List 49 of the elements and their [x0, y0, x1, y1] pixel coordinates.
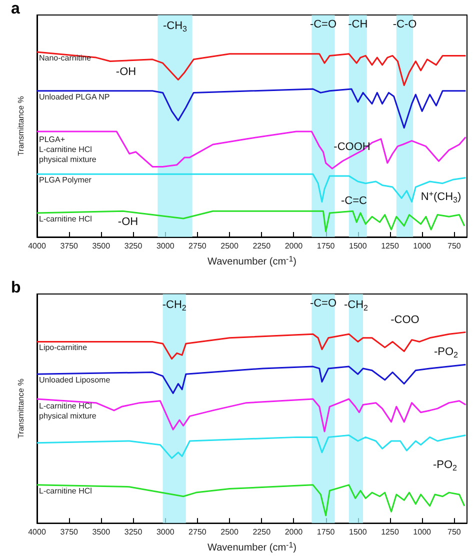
x-tick-label: 4000	[28, 242, 46, 250]
text: -COO	[390, 314, 420, 326]
series-label: PLGA+ L-carnitine HCl physical mixture	[39, 135, 97, 164]
x-tick-label: 1750	[316, 242, 336, 250]
x-tick-label: 2500	[220, 528, 239, 537]
x-tick-label: 1500	[348, 528, 368, 537]
x-tick-label: 2250	[252, 528, 272, 537]
band-label: -C=O	[310, 298, 337, 310]
series-label: L-carnitine HCl physical mixture	[39, 402, 97, 421]
x-tick-label: 2000	[284, 242, 304, 250]
x-tick-label: 4000	[28, 528, 46, 537]
band-label: -C=O	[310, 18, 337, 30]
x-tick-label: 3750	[60, 528, 79, 537]
series-label: Unloaded Liposome	[39, 376, 111, 385]
x-tick-label: 1250	[381, 242, 400, 250]
x-tick-label: 2250	[252, 242, 272, 250]
x-tick-label: 2000	[284, 528, 304, 537]
x-tick-label: 2500	[220, 242, 239, 250]
x-tick-label: 1000	[413, 242, 432, 250]
x-tick-label: 3500	[92, 528, 111, 537]
annotation: -OH	[118, 216, 138, 228]
x-tick-label: 3500	[92, 242, 111, 250]
x-tick-label: 1250	[381, 528, 400, 537]
series-label: L-carnitine HCl	[39, 214, 92, 224]
x-tick-label: 3250	[124, 528, 143, 537]
x-tick-label: 750	[447, 242, 462, 250]
x-tick-label: 750	[447, 528, 462, 537]
x-tick-label: 3250	[124, 242, 143, 250]
series-label: L-carnitine HCl	[39, 486, 92, 496]
series-label: Lipo-carnitine	[39, 343, 88, 352]
x-tick-label: 1750	[316, 528, 336, 537]
series-label: Unloaded PLGA NP	[39, 92, 110, 102]
x-tick-label: 3000	[156, 242, 175, 250]
chart-title: b	[11, 280, 21, 296]
series-label: Nano-carnitine	[39, 54, 92, 62]
x-tick-label: 3750	[60, 242, 79, 250]
y-axis-title: Transmittance %	[16, 96, 26, 156]
x-tick-label: 1000	[413, 528, 432, 537]
x-tick-label: 3000	[156, 528, 175, 537]
x-tick-label: 1500	[348, 242, 368, 250]
y-axis-title: Transmittance %	[16, 378, 26, 438]
series-label: PLGA Polymer	[39, 176, 92, 185]
annotation: -OH	[116, 66, 136, 78]
band-label: -CH	[348, 18, 368, 30]
x-tick-label: 2750	[188, 528, 207, 537]
band-label: -C-O	[392, 18, 418, 30]
annotation: -C=C	[341, 195, 368, 207]
chart-title: a	[11, 0, 20, 18]
x-tick-label: 2750	[188, 242, 207, 250]
